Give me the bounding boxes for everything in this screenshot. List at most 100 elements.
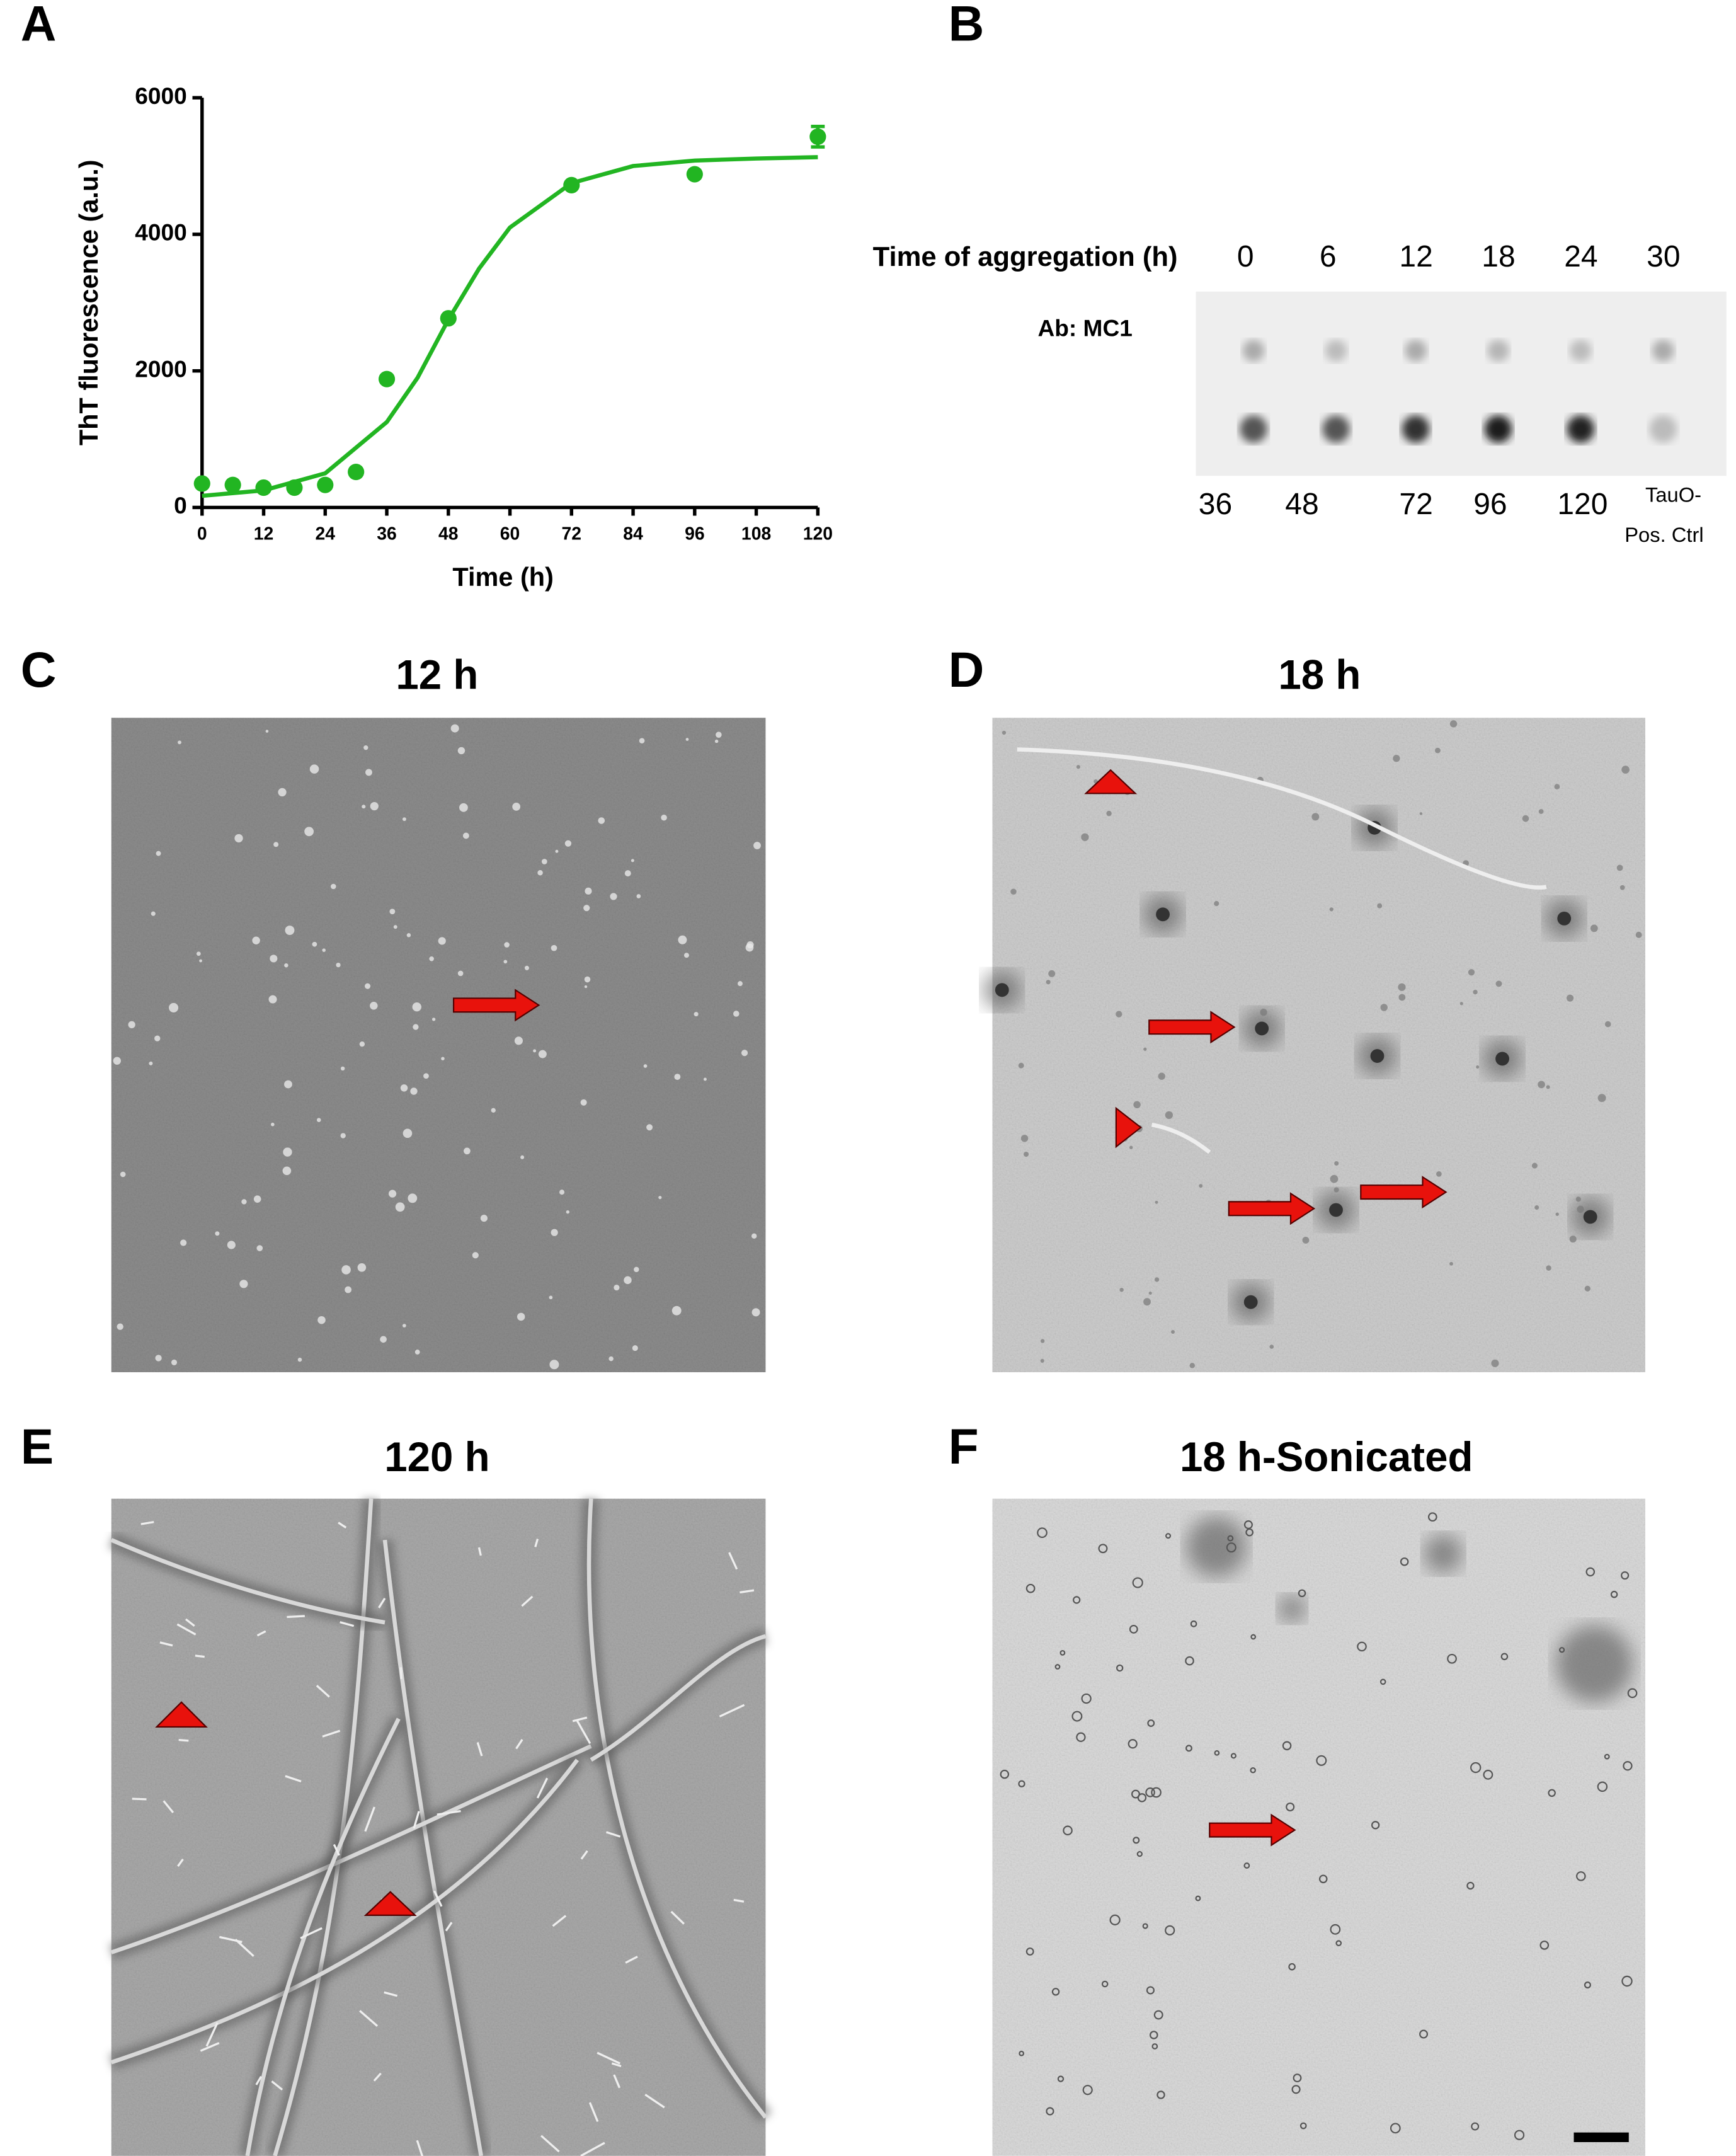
speck	[239, 1280, 248, 1288]
speck	[1597, 1781, 1608, 1792]
speck	[671, 1305, 682, 1316]
speck	[423, 1073, 429, 1079]
blob	[1255, 1021, 1269, 1036]
red-arrowhead	[1084, 769, 1138, 794]
speck	[429, 956, 434, 961]
red-arrowhead	[155, 1701, 208, 1728]
short-fibril	[576, 1720, 591, 1745]
speck	[1018, 1062, 1024, 1069]
blot-dot	[1322, 415, 1350, 443]
x-tick-label: 12	[254, 524, 274, 544]
red-arrowhead	[1115, 1106, 1142, 1149]
speck	[1150, 2031, 1158, 2039]
blob	[1243, 1295, 1258, 1309]
short-fibril	[644, 2094, 665, 2109]
speck	[1000, 1769, 1010, 1779]
speck	[252, 936, 260, 945]
control-label: Pos. Ctrl	[1625, 523, 1703, 546]
speck	[1147, 1719, 1155, 1727]
short-fibril	[359, 2010, 379, 2027]
blot-top-label: 24	[1564, 240, 1597, 273]
blot-bottom-label: 72	[1399, 488, 1432, 521]
speck	[1082, 2085, 1093, 2096]
short-fibril	[178, 1738, 189, 1742]
speck	[636, 894, 641, 898]
red-arrow	[453, 989, 540, 1022]
speck	[117, 1323, 123, 1330]
speck	[1260, 1009, 1267, 1016]
data-point	[378, 370, 396, 387]
speck	[624, 870, 631, 877]
y-tick-label: 2000	[135, 355, 186, 382]
short-fibril	[340, 1621, 355, 1627]
short-fibril	[205, 2022, 219, 2047]
speck	[265, 730, 269, 733]
speck	[316, 1118, 321, 1122]
speck	[457, 970, 464, 977]
speck	[1269, 1345, 1274, 1349]
speck	[694, 1012, 699, 1017]
speck	[1046, 2107, 1054, 2116]
speck	[1081, 833, 1089, 841]
speck	[1539, 1941, 1550, 1950]
speck	[1133, 1101, 1141, 1109]
speck	[1143, 1047, 1147, 1051]
short-fibril	[580, 1850, 588, 1860]
speck	[1577, 1205, 1584, 1213]
speck	[155, 1355, 162, 1362]
blot-dot	[1569, 340, 1592, 362]
speck	[380, 1336, 387, 1343]
speck	[753, 842, 761, 849]
speck	[1165, 1111, 1174, 1119]
speck	[1156, 2090, 1165, 2099]
speck	[345, 1286, 351, 1293]
speck	[395, 1202, 405, 1212]
speck	[363, 745, 368, 750]
speck	[270, 955, 278, 963]
scale-bar	[1573, 2132, 1629, 2142]
speck	[1538, 809, 1544, 814]
speck	[504, 942, 510, 948]
speck	[551, 1229, 558, 1236]
speck	[503, 960, 508, 964]
short-fibril	[287, 1615, 305, 1619]
speck	[1567, 994, 1574, 1002]
fibril	[590, 1634, 767, 1762]
speck	[1380, 1004, 1388, 1011]
speck	[1569, 1236, 1577, 1243]
speck	[1546, 1085, 1550, 1089]
speck	[1377, 903, 1383, 909]
blot-dot	[1240, 415, 1267, 443]
speck	[357, 1263, 367, 1272]
speck	[555, 849, 559, 853]
blob-halo	[1424, 1534, 1463, 1573]
short-fibril	[413, 1811, 420, 1829]
speck	[1335, 1940, 1342, 1947]
short-fibril	[536, 1777, 549, 1799]
speck	[714, 739, 719, 743]
speck	[751, 1233, 757, 1239]
speck	[1302, 1237, 1310, 1244]
short-fibril	[200, 2042, 220, 2052]
speck	[741, 1050, 748, 1057]
speck	[1500, 1653, 1509, 1661]
speck	[1318, 1874, 1328, 1884]
short-fibril	[477, 1547, 482, 1556]
speck	[154, 1035, 161, 1041]
speck	[234, 834, 243, 843]
speck	[716, 731, 722, 738]
speck	[480, 1215, 488, 1222]
blot-membrane	[1196, 291, 1727, 476]
y-tick-label: 0	[174, 492, 187, 519]
red-arrow	[1209, 1813, 1296, 1847]
data-point	[686, 166, 703, 183]
x-tick-label: 24	[316, 524, 336, 544]
speck	[1025, 1583, 1036, 1593]
speck	[1330, 1924, 1341, 1935]
data-point	[563, 176, 580, 193]
speck	[370, 1002, 378, 1010]
short-fibril	[373, 2072, 382, 2082]
speck	[278, 788, 287, 797]
speck	[241, 1199, 247, 1205]
